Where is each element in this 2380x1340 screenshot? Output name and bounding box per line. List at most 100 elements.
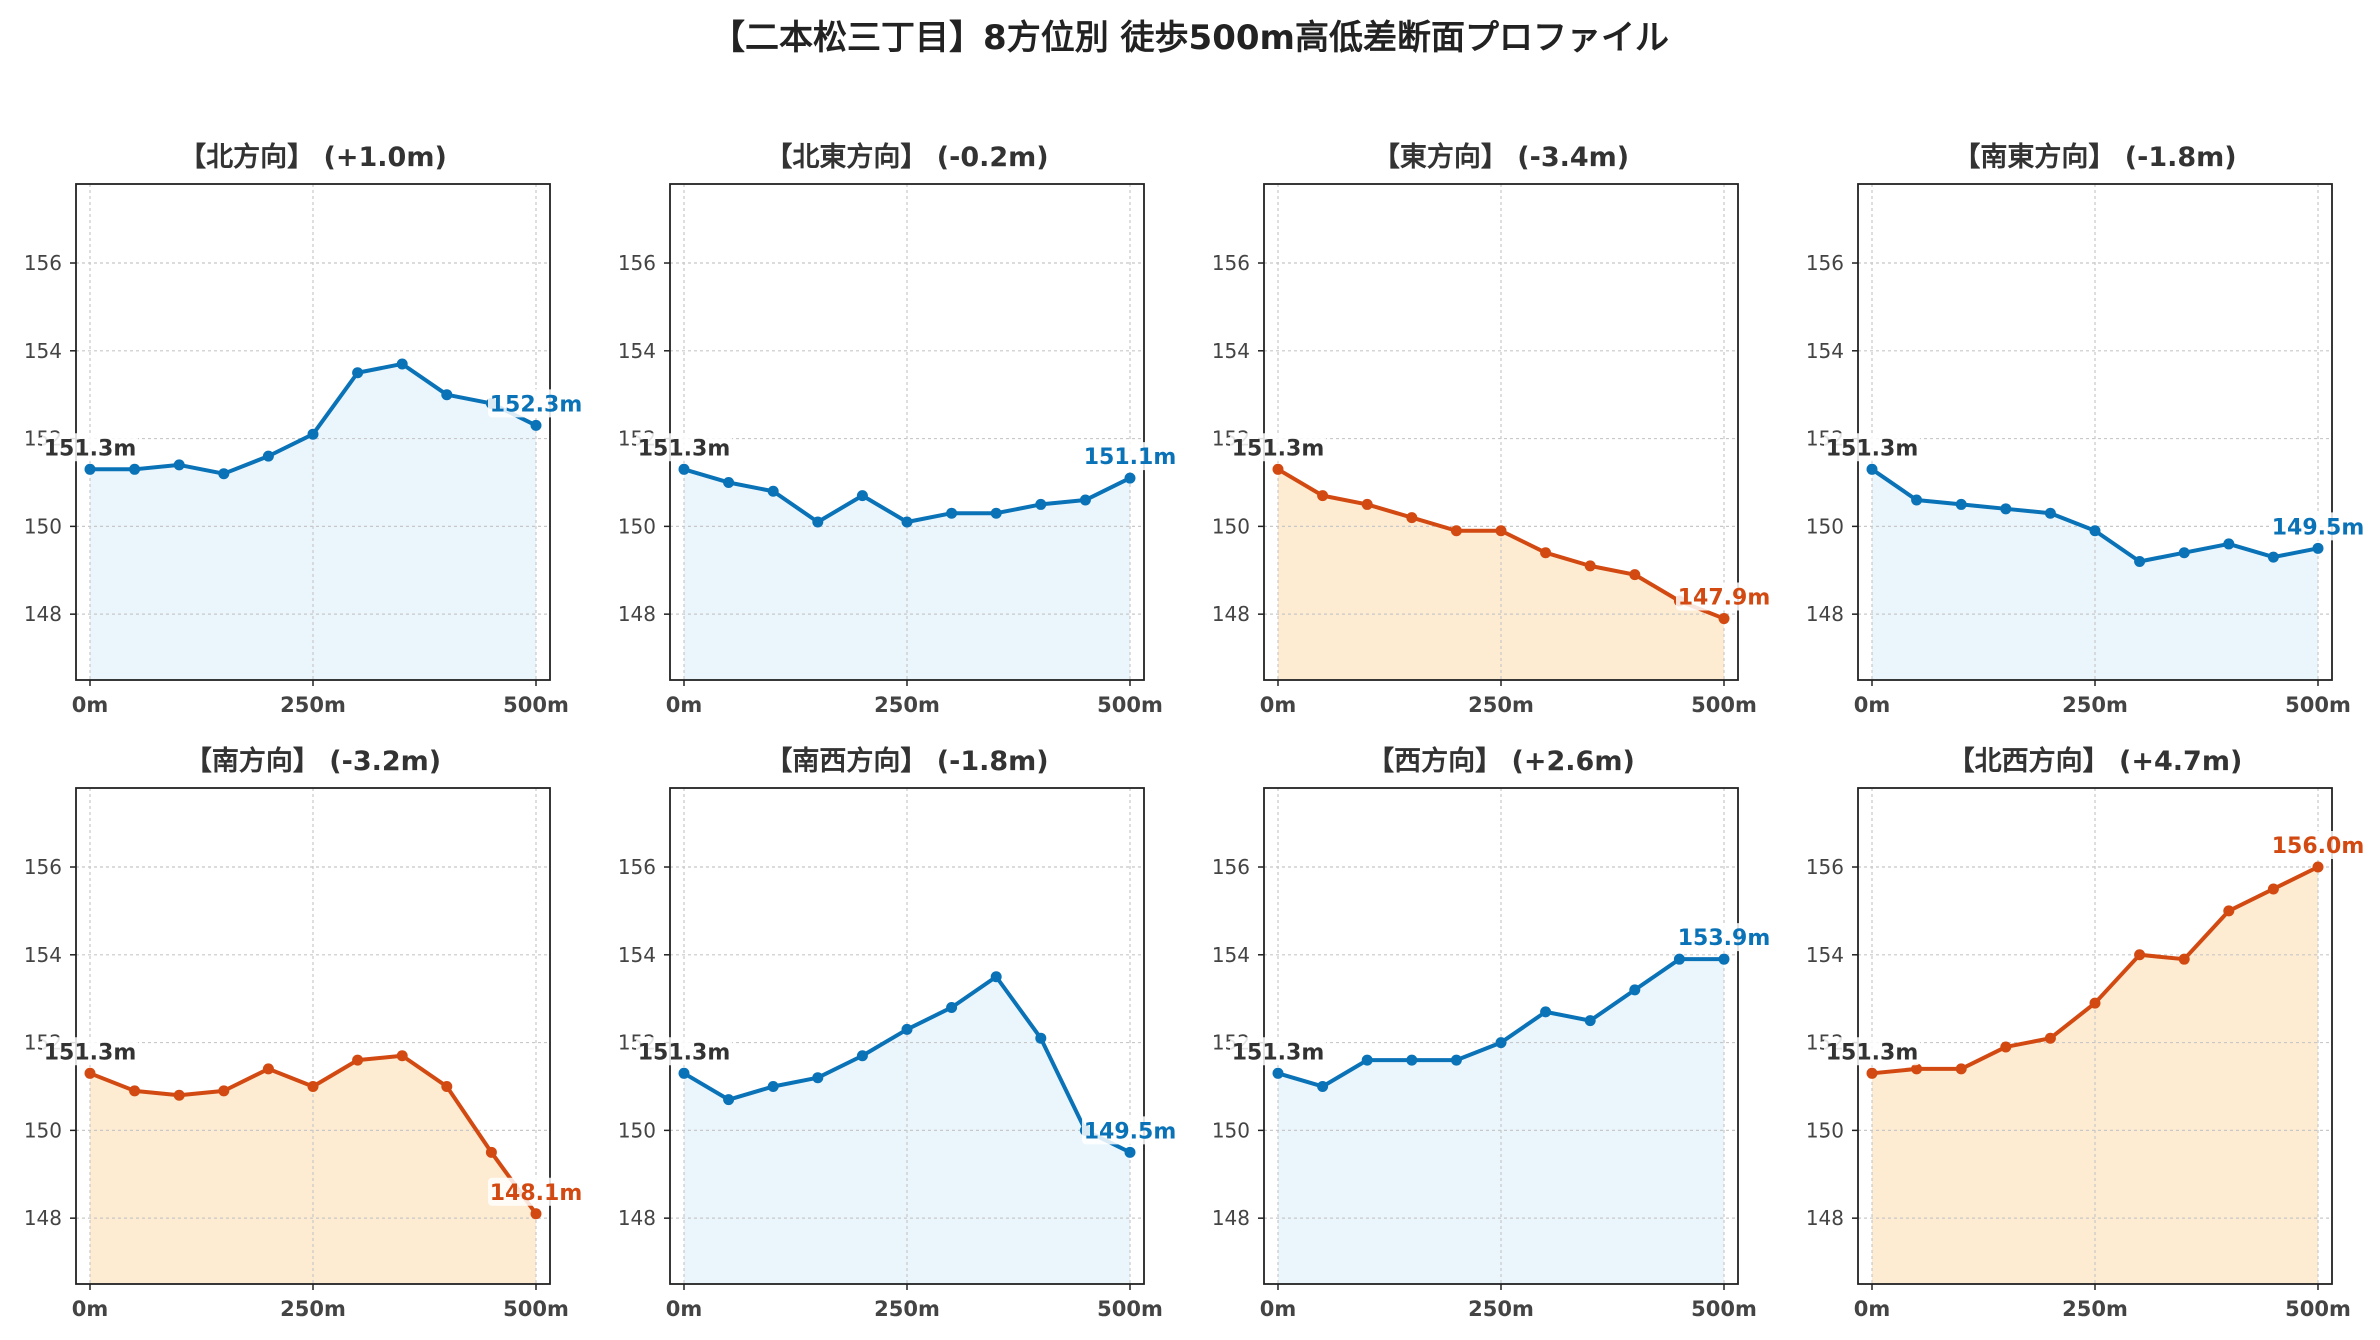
profile-panel: 【東方向】 (-3.4m)1481501521541560m250m500m15… [1212, 141, 1772, 717]
y-tick-label: 150 [618, 514, 656, 538]
x-tick-label: 250m [874, 1297, 940, 1321]
elevation-point [441, 389, 453, 401]
elevation-point [901, 516, 913, 528]
start-value-label: 151.3m [638, 1040, 731, 1065]
panel-frame [669, 183, 1145, 681]
y-tick-label: 154 [24, 943, 62, 967]
x-tick-label: 250m [2062, 693, 2128, 717]
panel-title: 【西方向】 (+2.6m) [1367, 745, 1635, 777]
panel-title: 【北東方向】 (-0.2m) [765, 141, 1048, 173]
elevation-point [530, 1208, 542, 1220]
elevation-point [1629, 569, 1641, 581]
x-tick-label: 250m [280, 693, 346, 717]
elevation-point [2312, 861, 2324, 873]
y-tick-label: 154 [1212, 943, 1250, 967]
elevation-point [2089, 525, 2101, 537]
start-label-bg [1824, 433, 1920, 462]
y-tick-label: 150 [24, 1118, 62, 1142]
end-label-bg [1082, 442, 1178, 471]
elevation-point [2000, 1041, 2012, 1053]
end-label-bg [1082, 1116, 1178, 1145]
end-label-bg [488, 389, 584, 418]
elevation-point [218, 1085, 230, 1097]
elevation-point [1866, 1067, 1878, 1079]
y-tick-label: 156 [1212, 855, 1250, 879]
elevation-point [1629, 984, 1641, 996]
y-tick-label: 148 [1212, 602, 1250, 626]
panel-title: 【南西方向】 (-1.8m) [765, 745, 1048, 777]
panel-title: 【北西方向】 (+4.7m) [1948, 745, 2243, 777]
y-tick-label: 156 [24, 855, 62, 879]
elevation-point [990, 971, 1002, 983]
elevation-point [2178, 953, 2190, 965]
y-tick-label: 148 [1212, 1206, 1250, 1230]
elevation-point [723, 1094, 735, 1106]
elevation-point [1361, 1054, 1373, 1066]
elevation-point [2044, 1032, 2056, 1044]
profile-panel: 【北方向】 (+1.0m)1481501521541560m250m500m15… [24, 141, 584, 717]
x-tick-label: 0m [1260, 1297, 1297, 1321]
panel-title: 【北方向】 (+1.0m) [179, 141, 447, 173]
y-tick-label: 156 [1212, 251, 1250, 275]
x-tick-label: 0m [1854, 1297, 1891, 1321]
elevation-point [1495, 525, 1507, 537]
elevation-area [1278, 959, 1724, 1284]
elevation-point [1540, 1006, 1552, 1018]
elevation-point [2178, 547, 2190, 559]
elevation-point [1035, 1032, 1047, 1044]
elevation-point [307, 1080, 319, 1092]
elevation-point [901, 1023, 913, 1035]
y-tick-label: 156 [24, 251, 62, 275]
elevation-point [1317, 1080, 1329, 1092]
elevation-point [262, 1063, 274, 1075]
panel-frame [669, 787, 1145, 1285]
profile-panel: 【南東方向】 (-1.8m)1481501521541560m250m500m1… [1806, 141, 2366, 717]
y-tick-label: 154 [1806, 339, 1844, 363]
profile-panel: 【西方向】 (+2.6m)1481501521541560m250m500m15… [1212, 745, 1772, 1321]
panel-title: 【東方向】 (-3.4m) [1373, 141, 1629, 173]
y-tick-label: 154 [1212, 339, 1250, 363]
elevation-point [1955, 498, 1967, 510]
elevation-point [1673, 953, 1685, 965]
y-tick-label: 150 [24, 514, 62, 538]
y-tick-label: 150 [1212, 1118, 1250, 1142]
elevation-point [485, 1146, 497, 1158]
elevation-point [1361, 498, 1373, 510]
start-value-label: 151.3m [1232, 1040, 1325, 1065]
y-tick-label: 150 [1806, 1118, 1844, 1142]
x-tick-label: 0m [72, 693, 109, 717]
elevation-point [1317, 490, 1329, 502]
elevation-point [396, 1050, 408, 1062]
elevation-point [1035, 498, 1047, 510]
figure-title: 【二本松三丁目】8方位別 徒歩500m高低差断面プロファイル [711, 18, 1669, 58]
x-tick-label: 250m [1468, 1297, 1534, 1321]
y-tick-label: 148 [1806, 1206, 1844, 1230]
elevation-point [1911, 494, 1923, 506]
end-value-label: 149.5m [2272, 515, 2365, 540]
elevation-area [90, 1055, 536, 1284]
y-tick-label: 148 [24, 602, 62, 626]
profile-panel: 【南方向】 (-3.2m)1481501521541560m250m500m15… [24, 745, 584, 1321]
start-label-bg [1824, 1037, 1920, 1066]
elevation-point [812, 516, 824, 528]
x-tick-label: 0m [72, 1297, 109, 1321]
elevation-point [678, 1067, 690, 1079]
elevation-point [441, 1080, 453, 1092]
elevation-point [2267, 551, 2279, 563]
panel-title: 【南東方向】 (-1.8m) [1953, 141, 2236, 173]
end-value-label: 149.5m [1084, 1119, 1177, 1144]
elevation-point [1584, 560, 1596, 572]
elevation-point [352, 367, 364, 379]
end-value-label: 156.0m [2272, 834, 2365, 859]
panel-frame [75, 787, 551, 1285]
end-value-label: 151.1m [1084, 445, 1177, 470]
elevation-point [307, 428, 319, 440]
panel-frame [75, 183, 551, 681]
y-tick-label: 154 [1806, 943, 1844, 967]
elevation-point [173, 1089, 185, 1101]
elevation-point [262, 450, 274, 462]
elevation-point [1272, 463, 1284, 475]
elevation-point [1124, 472, 1136, 484]
elevation-area [1872, 867, 2318, 1284]
elevation-point [812, 1072, 824, 1084]
